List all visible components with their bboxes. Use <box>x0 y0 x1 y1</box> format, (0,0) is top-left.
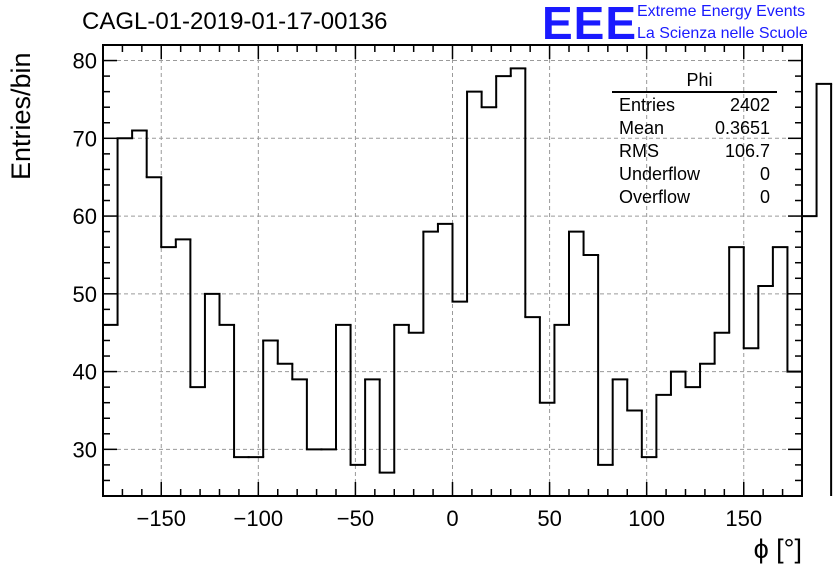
x-tick-label: 100 <box>628 506 665 531</box>
stats-row-label: RMS <box>619 141 659 161</box>
y-tick-label: 80 <box>73 49 97 74</box>
histogram-series <box>102 67 833 496</box>
x-tick-label: 150 <box>725 506 762 531</box>
x-tick-label: −150 <box>136 506 186 531</box>
eee-logo-mark: EEE <box>542 0 638 49</box>
stats-row-value: 2402 <box>730 95 770 115</box>
axis-ticks: −150 −100 −50 0 50 100 150 30 40 50 60 70 80 <box>73 44 802 531</box>
chart-title: CAGL-01-2019-01-17-00136 <box>82 8 388 35</box>
stats-box: Phi Entries 2402 Mean 0.3651 RMS 106.7 Underflo… <box>612 70 777 207</box>
x-axis-label: ϕ [°] <box>753 534 802 564</box>
x-tick-label: 0 <box>446 506 458 531</box>
x-tick-label: 50 <box>537 506 561 531</box>
y-tick-label: 30 <box>73 437 97 462</box>
y-tick-label: 60 <box>73 204 97 229</box>
stats-row-label: Mean <box>619 118 664 138</box>
stats-row-value: 106.7 <box>725 141 770 161</box>
stats-row-label: Underflow <box>619 164 701 184</box>
x-tick-label: −100 <box>234 506 284 531</box>
logo-text-line2: La Scienza nelle Scuole <box>637 25 808 42</box>
logo-text-line1: Extreme Energy Events <box>637 3 806 20</box>
y-tick-label: 70 <box>73 126 97 151</box>
stats-row-value: 0.3651 <box>715 118 770 138</box>
stats-row-label: Overflow <box>619 187 691 207</box>
stats-title: Phi <box>686 70 712 90</box>
stats-row-value: 0 <box>760 187 770 207</box>
y-tick-label: 40 <box>73 360 97 385</box>
stats-row-label: Entries <box>619 95 675 115</box>
stats-row-value: 0 <box>760 164 770 184</box>
x-tick-label: −50 <box>337 506 374 531</box>
y-tick-label: 50 <box>73 282 97 307</box>
